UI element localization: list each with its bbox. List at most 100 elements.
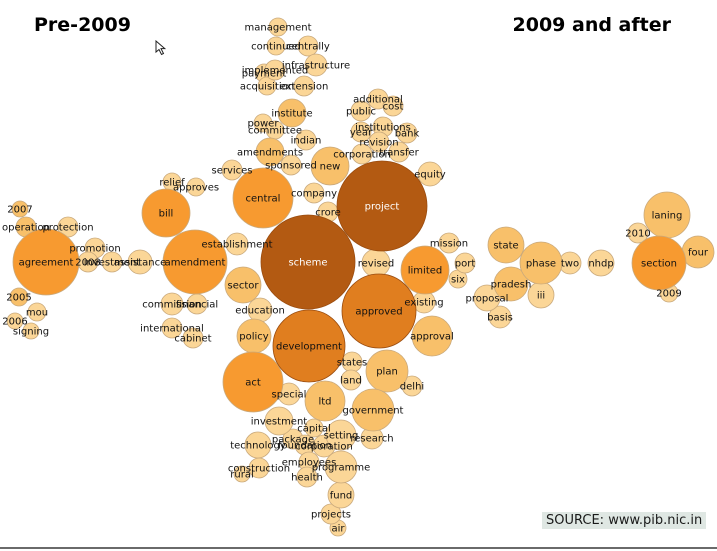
term-bubble-sector bbox=[224, 266, 262, 304]
term-bubble-state bbox=[487, 226, 525, 264]
term-label-projects: projects bbox=[311, 510, 351, 521]
term-label-employees: employees bbox=[282, 458, 337, 469]
term-label-investment: investment bbox=[251, 417, 308, 428]
term-bubble-management bbox=[268, 17, 288, 37]
term-bubble-cabinet bbox=[182, 327, 204, 349]
term-label-six: six bbox=[451, 275, 465, 286]
term-bubble-signing bbox=[22, 322, 40, 340]
term-bubble-company bbox=[303, 182, 325, 204]
term-label-central: central bbox=[246, 194, 281, 205]
term-label-approves: approves bbox=[173, 183, 219, 194]
term-bubble-assistance bbox=[127, 249, 153, 275]
term-bubble-development bbox=[272, 309, 346, 383]
term-label-investment: investment bbox=[84, 258, 141, 269]
term-bubble-proposal bbox=[473, 284, 501, 312]
term-bubble-act bbox=[222, 351, 284, 413]
term-label-two: two bbox=[561, 259, 579, 270]
term-label-operation: operation bbox=[2, 223, 50, 234]
term-label-capital: capital bbox=[297, 424, 331, 435]
term-label-services: services bbox=[211, 166, 252, 177]
term-label-2005: 2005 bbox=[6, 293, 31, 304]
term-label-mission: mission bbox=[430, 239, 468, 250]
term-bubble-technology bbox=[244, 431, 272, 459]
term-bubble-programme bbox=[324, 450, 358, 484]
term-label-sector: sector bbox=[227, 281, 259, 292]
term-bubble-approved bbox=[341, 273, 417, 349]
term-label-section: section bbox=[641, 259, 677, 270]
term-bubble-services bbox=[221, 159, 243, 181]
term-label-protection: protection bbox=[42, 223, 93, 234]
term-bubble-transfer bbox=[388, 141, 410, 163]
term-bubble-cost bbox=[382, 95, 404, 117]
term-label-company: company bbox=[291, 189, 337, 200]
term-bubble-international bbox=[161, 317, 183, 339]
term-bubble-2010 bbox=[627, 222, 649, 244]
source-label: SOURCE: www.pib.nic.in bbox=[542, 512, 707, 529]
term-label-amendment: amendment bbox=[165, 258, 226, 269]
term-label-centrally: centrally bbox=[286, 42, 330, 53]
term-label-corporation: corporation bbox=[295, 442, 353, 453]
term-label-project: project bbox=[365, 202, 400, 213]
term-bubble-infrastructure bbox=[304, 53, 328, 77]
term-label-construction: construction bbox=[228, 464, 290, 475]
term-label-agreement: agreement bbox=[19, 258, 74, 269]
term-label-plan: plan bbox=[376, 367, 398, 378]
term-label-amendments: amendments bbox=[237, 148, 303, 159]
term-label-rural: rural bbox=[230, 470, 253, 481]
term-label-act: act bbox=[245, 378, 261, 389]
term-bubble-health bbox=[296, 466, 318, 488]
term-label-delhi: delhi bbox=[400, 382, 424, 393]
term-label-acquisition: acquisition bbox=[240, 82, 294, 93]
term-label-state: state bbox=[493, 241, 518, 252]
mouse-cursor-icon bbox=[155, 40, 167, 56]
term-label-2008: 2008 bbox=[75, 258, 100, 269]
term-bubble-centrally bbox=[297, 35, 319, 57]
term-label-health: health bbox=[291, 473, 323, 484]
term-label-indian: indian bbox=[291, 136, 322, 147]
term-label-transfer: transfer bbox=[379, 148, 419, 159]
term-label-laning: laning bbox=[652, 211, 683, 222]
term-bubble-nhdp bbox=[587, 249, 615, 277]
term-label-special: special bbox=[272, 390, 307, 401]
term-label-limited: limited bbox=[408, 266, 443, 277]
term-bubble-bill bbox=[141, 188, 191, 238]
term-label-programme: programme bbox=[312, 463, 371, 474]
term-label-states: states bbox=[337, 358, 368, 369]
term-label-fund: fund bbox=[330, 491, 353, 502]
term-label-air: air bbox=[331, 524, 345, 535]
term-bubble-revision bbox=[368, 131, 390, 153]
term-label-additional: additional bbox=[353, 95, 403, 106]
term-label-commission: commission bbox=[142, 300, 202, 311]
term-label-technology: technology bbox=[230, 441, 286, 452]
term-bubble-rural bbox=[233, 465, 251, 483]
term-label-scheme: scheme bbox=[288, 258, 327, 269]
term-bubble-capital bbox=[304, 418, 324, 438]
term-label-payment: payment bbox=[242, 69, 287, 80]
term-bubble-extension bbox=[293, 75, 315, 97]
term-bubble-mou bbox=[27, 302, 47, 322]
term-bubble-setting bbox=[325, 419, 357, 451]
term-label-extension: extension bbox=[280, 82, 329, 93]
term-label-port: port bbox=[455, 259, 476, 270]
term-label-crore: crore bbox=[315, 208, 341, 219]
term-label-foundation: foundation bbox=[278, 441, 332, 452]
term-label-package: package bbox=[272, 435, 314, 446]
term-label-2009: 2009 bbox=[656, 289, 681, 300]
term-bubble-institute bbox=[277, 98, 307, 128]
term-label-bill: bill bbox=[159, 209, 174, 220]
term-label-continued: continued bbox=[251, 42, 301, 53]
title-2009-and-after: 2009 and after bbox=[512, 14, 672, 36]
term-bubble-land bbox=[340, 369, 362, 391]
term-bubble-mission bbox=[438, 232, 460, 254]
term-bubble-continued bbox=[266, 36, 286, 56]
term-label-cabinet: cabinet bbox=[174, 334, 211, 345]
term-bubble-new bbox=[310, 146, 350, 186]
term-bubble-indian bbox=[295, 129, 317, 151]
term-bubble-implemented bbox=[264, 59, 286, 81]
term-label-nhdp: nhdp bbox=[588, 259, 613, 270]
term-bubble-establishment bbox=[225, 232, 249, 256]
term-bubble-basis bbox=[488, 305, 512, 329]
term-label-institute: institute bbox=[271, 109, 312, 120]
term-bubble-project bbox=[336, 160, 428, 252]
